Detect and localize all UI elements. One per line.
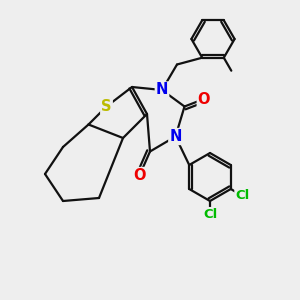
- Text: O: O: [198, 92, 210, 106]
- Text: S: S: [101, 99, 112, 114]
- Text: Cl: Cl: [236, 189, 250, 202]
- Text: Cl: Cl: [203, 208, 217, 221]
- Text: N: N: [169, 129, 182, 144]
- Text: O: O: [133, 168, 146, 183]
- Text: N: N: [156, 82, 168, 98]
